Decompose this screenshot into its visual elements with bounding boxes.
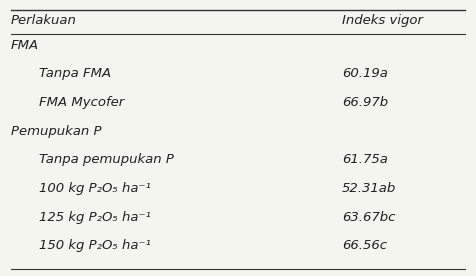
Text: 150 kg P₂O₅ ha⁻¹: 150 kg P₂O₅ ha⁻¹ (39, 239, 151, 253)
Text: 52.31ab: 52.31ab (342, 182, 397, 195)
Text: Pemupukan P: Pemupukan P (11, 125, 101, 138)
Text: Tanpa FMA: Tanpa FMA (39, 67, 111, 80)
Text: FMA: FMA (11, 39, 39, 52)
Text: Indeks vigor: Indeks vigor (342, 14, 423, 27)
Text: 63.67bc: 63.67bc (342, 211, 396, 224)
Text: Perlakuan: Perlakuan (11, 14, 77, 27)
Text: 125 kg P₂O₅ ha⁻¹: 125 kg P₂O₅ ha⁻¹ (39, 211, 151, 224)
Text: Tanpa pemupukan P: Tanpa pemupukan P (39, 153, 174, 166)
Text: FMA Mycofer: FMA Mycofer (39, 96, 125, 109)
Text: 100 kg P₂O₅ ha⁻¹: 100 kg P₂O₅ ha⁻¹ (39, 182, 151, 195)
Text: 66.56c: 66.56c (342, 239, 387, 253)
Text: 66.97b: 66.97b (342, 96, 388, 109)
Text: 60.19a: 60.19a (342, 67, 388, 80)
Text: 61.75a: 61.75a (342, 153, 388, 166)
